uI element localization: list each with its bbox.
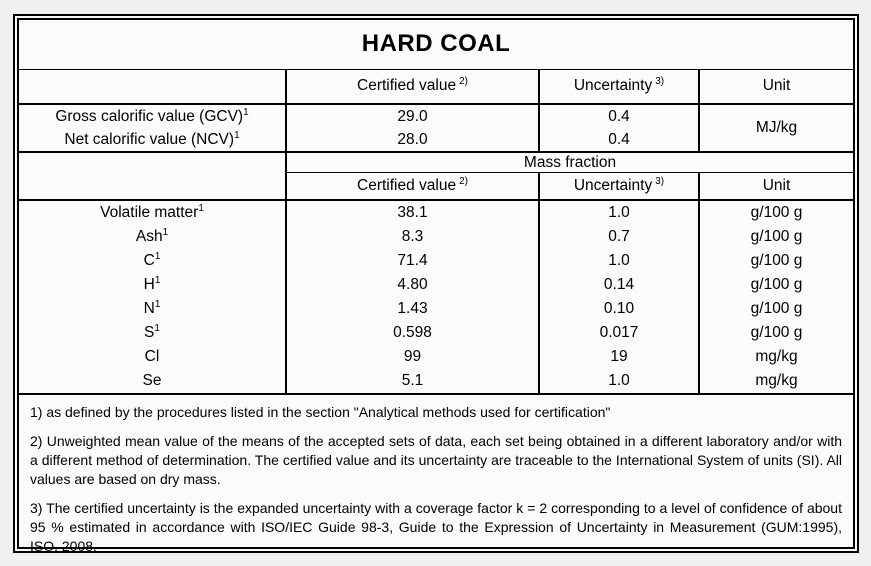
uncertainty-cell: 1.0 [539, 248, 700, 273]
empty-cell-left [19, 152, 287, 201]
footnote-2: 2) Unweighted mean value of the means of… [30, 432, 842, 487]
table-row-hydrogen: H1 4.80 0.14 g/100 g [19, 272, 853, 297]
footnote-ref-3: 3) [655, 76, 665, 88]
mass-fraction-row: Mass fraction [19, 152, 853, 201]
header-row-mass: Certified value 2) Uncertainty 3) Unit [19, 172, 853, 201]
param-cell: H1 [19, 272, 287, 297]
param-cell: Ash1 [19, 224, 287, 249]
table-row-nitrogen: N1 1.43 0.10 g/100 g [19, 296, 853, 321]
param-label: C [143, 251, 155, 269]
param-cell: C1 [19, 248, 287, 273]
table-row-selenium: Se 5.1 1.0 mg/kg [19, 368, 853, 394]
certified-value-cell: 1.43 [286, 296, 540, 321]
header-certified-value: Certified value 2) [286, 69, 540, 105]
footnote-ref-1: 1 [154, 298, 161, 310]
uncertainty-cell: 0.14 [539, 272, 700, 297]
unit-cell: g/100 g [750, 203, 803, 221]
certified-value-cell: 38.1 [286, 199, 540, 225]
header-empty-cell [19, 69, 287, 105]
certified-value-cell: 4.80 [286, 272, 540, 297]
footnote-ref-1: 1 [154, 250, 161, 262]
param-label: S [144, 323, 155, 341]
certified-value-cell: 71.4 [286, 248, 540, 273]
param-label: Cl [144, 347, 160, 365]
header-certified-value-label-2: Certified value [357, 176, 457, 194]
uncertainty-cell: 0.10 [539, 296, 700, 321]
footnote-3: 3) The certified uncertainty is the expa… [30, 499, 842, 554]
unit-cell: g/100 g [750, 299, 803, 317]
mass-fraction-label: Mass fraction [286, 152, 853, 173]
uncertainty-cell-calorific: 0.4 0.4 [539, 104, 700, 153]
hard-coal-table: HARD COAL Certified value 2) Uncertainty 3… [19, 20, 853, 566]
unit-cell: mg/kg [755, 347, 798, 365]
row-label-ncv: Net calorific value (NCV)1 [19, 128, 284, 150]
ncv-label: Net calorific value (NCV) [64, 131, 235, 148]
table-row-chlorine: Cl 99 19 mg/kg [19, 344, 853, 369]
table-row-carbon: C1 71.4 1.0 g/100 g [19, 248, 853, 273]
param-cell: N1 [19, 296, 287, 321]
page-title: HARD COAL [19, 20, 853, 70]
param-label: N [143, 299, 155, 317]
gcv-label: Gross calorific value (GCV) [55, 108, 244, 125]
ncv-certified-value: 28.0 [397, 131, 428, 148]
unit-cell: g/100 g [750, 227, 803, 245]
footnote-ref-1: 1 [198, 202, 204, 214]
unit-cell-calorific: MJ/kg [699, 104, 853, 153]
param-label: Volatile matter [100, 203, 199, 221]
certified-value-cell: 0.598 [286, 320, 540, 345]
header-unit: Unit [699, 69, 853, 105]
header-certified-value-label: Certified value [357, 77, 457, 95]
uncertainty-cell: 0.017 [539, 320, 700, 345]
footnote-ref-1: 1 [154, 322, 160, 334]
footnote-ref-3: 3) [655, 175, 665, 187]
footnotes-row: 1) as defined by the procedures listed i… [19, 392, 853, 566]
footnote-ref-1: 1 [162, 226, 169, 238]
certified-value-cell: 99 [286, 344, 540, 369]
param-label: H [143, 275, 155, 293]
param-cell: S1 [19, 320, 287, 345]
certified-value-cell-calorific: 29.0 28.0 [286, 104, 540, 153]
unit-cell: g/100 g [750, 251, 803, 269]
gcv-certified-value: 29.0 [397, 108, 428, 125]
calorific-values-row: Gross calorific value (GCV)1 Net calorif… [19, 104, 853, 153]
uncertainty-cell: 19 [539, 344, 700, 369]
header-uncertainty-label: Uncertainty [573, 77, 653, 95]
param-label: Ash [135, 227, 163, 245]
ncv-uncertainty: 0.4 [608, 131, 630, 148]
footnote-ref-1: 1 [243, 106, 249, 118]
param-cell: Se [19, 368, 287, 394]
uncertainty-cell: 0.7 [539, 224, 700, 249]
uncertainty-cell: 1.0 [539, 199, 700, 225]
param-cell-calorific: Gross calorific value (GCV)1 Net calorif… [19, 104, 287, 153]
footnote-ref-1: 1 [154, 274, 161, 286]
header-uncertainty: Uncertainty 3) [539, 69, 700, 105]
gcv-uncertainty: 0.4 [608, 108, 630, 125]
unit-cell: g/100 g [750, 323, 803, 341]
footnote-ref-2: 2) [459, 76, 468, 88]
footnote-ref-1: 1 [234, 129, 240, 141]
unit-cell: g/100 g [750, 275, 803, 293]
header-row-top: Certified value 2) Uncertainty 3) Unit [19, 69, 853, 105]
param-cell: Cl [19, 344, 287, 369]
title-row: HARD COAL [19, 20, 853, 70]
uncertainty-cell: 1.0 [539, 368, 700, 394]
footnote-1: 1) as defined by the procedures listed i… [30, 403, 611, 420]
table-row-sulfur: S1 0.598 0.017 g/100 g [19, 320, 853, 345]
table-row-volatile-matter: Volatile matter1 38.1 1.0 g/100 g [19, 199, 853, 225]
certified-value-cell: 5.1 [286, 368, 540, 394]
footnotes-cell: 1) as defined by the procedures listed i… [19, 392, 853, 566]
row-label-gcv: Gross calorific value (GCV)1 [19, 105, 284, 128]
unit-cell: mg/kg [755, 371, 798, 389]
certificate-table-frame: HARD COAL Certified value 2) Uncertainty 3… [13, 14, 859, 566]
certified-value-cell: 8.3 [286, 224, 540, 249]
table-row-ash: Ash1 8.3 0.7 g/100 g [19, 224, 853, 249]
param-label: Se [142, 371, 162, 389]
footnote-ref-2: 2) [459, 175, 468, 187]
header-uncertainty-label-2: Uncertainty [573, 176, 653, 194]
param-cell: Volatile matter1 [19, 199, 287, 225]
header-uncertainty-2: Uncertainty 3) [539, 172, 700, 201]
header-unit-2: Unit [699, 172, 853, 201]
header-certified-value-2: Certified value 2) [286, 172, 540, 201]
